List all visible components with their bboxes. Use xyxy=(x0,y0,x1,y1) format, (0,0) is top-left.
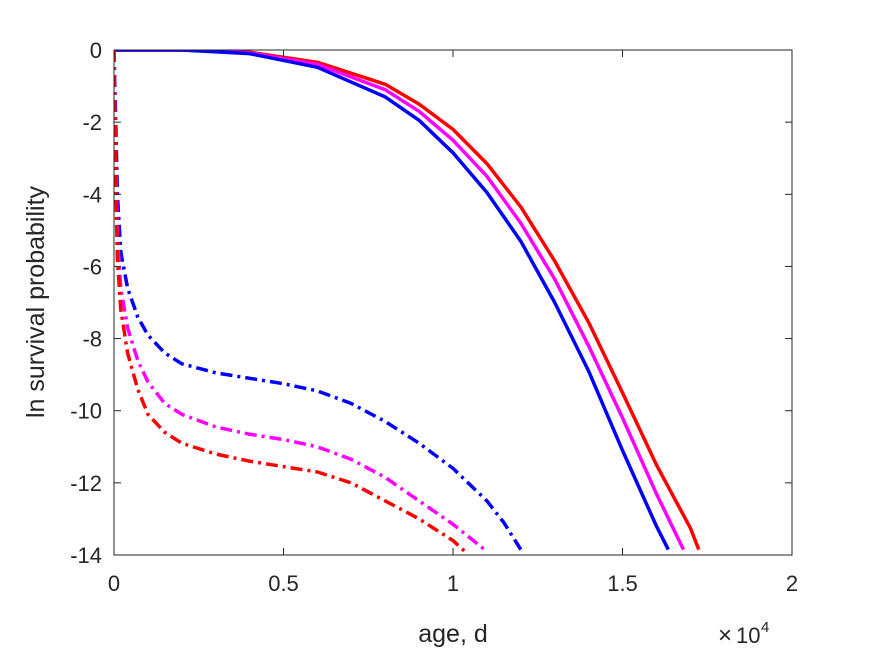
series-line-6 xyxy=(114,50,467,553)
x-tick-label-3: 1.5 xyxy=(607,571,638,596)
x-axis-exponent: × 10 4 xyxy=(718,619,769,649)
y-tick-label-6: -12 xyxy=(70,471,102,496)
tick-layer: 0 0.5 1 1.5 2 0 -2 -4 -6 -8 -10 -12 -14 xyxy=(70,38,798,596)
series-line-3 xyxy=(114,50,670,551)
y-tick-label-3: -6 xyxy=(82,254,102,279)
y-tick-label-0: 0 xyxy=(90,38,102,63)
y-tick-label-2: -4 xyxy=(82,182,102,207)
x-tick-label-1: 0.5 xyxy=(268,571,299,596)
y-tick-label-5: -10 xyxy=(70,399,102,424)
y-tick-label-4: -8 xyxy=(82,327,102,352)
svg-text:×: × xyxy=(718,622,732,649)
x-tick-label-4: 2 xyxy=(786,571,798,596)
y-tick-label-1: -2 xyxy=(82,110,102,135)
svg-text:4: 4 xyxy=(761,619,769,636)
y-tick-label-7: -14 xyxy=(70,543,102,568)
x-axis-label: age, d xyxy=(418,620,488,648)
x-tick-label-2: 1 xyxy=(447,571,459,596)
x-tick-label-0: 0 xyxy=(108,571,120,596)
series-layer xyxy=(114,50,701,553)
series-line-4 xyxy=(114,50,523,551)
y-axis-label: ln survival probability xyxy=(22,185,50,418)
svg-text:10: 10 xyxy=(736,623,760,648)
plot-area xyxy=(114,50,792,555)
